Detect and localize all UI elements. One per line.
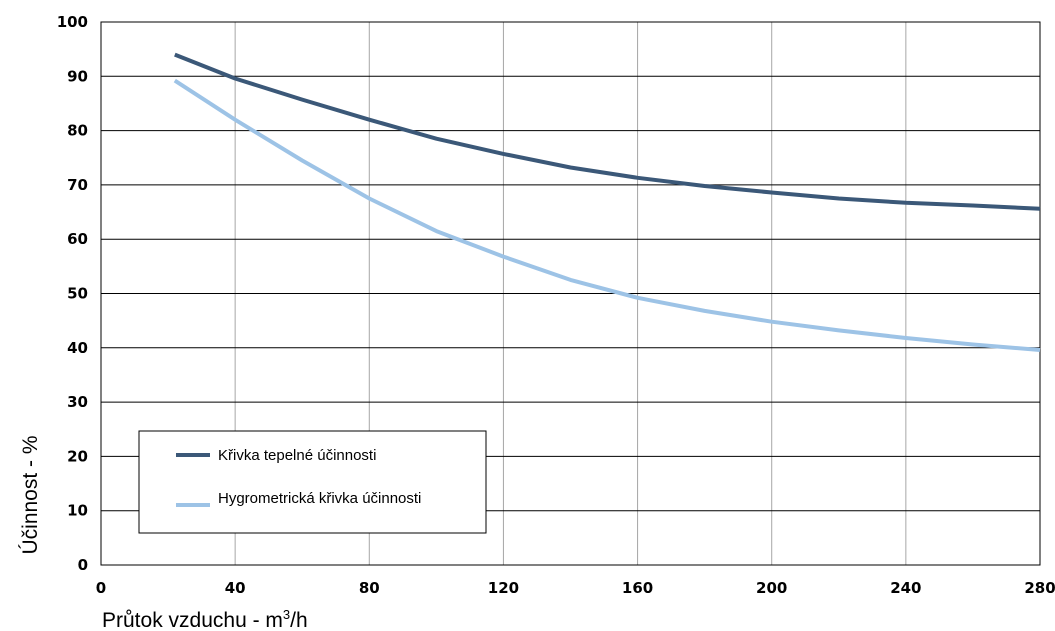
x-axis-tick-labels: 0 40 80 120 160 200 240 280 [96, 579, 1055, 597]
y-tick-label: 40 [67, 339, 88, 357]
x-tick-label: 120 [488, 579, 519, 597]
legend-label-thermal: Křivka tepelné účinnosti [218, 447, 376, 464]
plot-area-border [100, 21, 1041, 566]
y-tick-label: 100 [57, 13, 88, 31]
y-tick-label: 80 [67, 122, 88, 140]
x-tick-label: 240 [890, 579, 921, 597]
x-tick-label: 0 [96, 579, 106, 597]
x-axis-title-superscript: 3 [283, 607, 290, 622]
x-axis-title-main: Průtok vzduchu - m [102, 609, 283, 631]
series-lines [173, 52, 1041, 352]
y-tick-label: 30 [67, 393, 88, 411]
legend-label-hygrometric: Hygrometrická křivka účinnosti [218, 490, 421, 507]
series-line-hygrometric [173, 78, 1041, 352]
x-tick-label: 80 [359, 579, 380, 597]
x-tick-label: 40 [225, 579, 246, 597]
x-axis-title: Průtok vzduchu - m3/h [102, 607, 308, 631]
legend: Křivka tepelné účinnosti Hygrometrická k… [138, 430, 487, 534]
y-tick-label: 50 [67, 285, 88, 303]
y-tick-label: 0 [78, 556, 88, 574]
x-tick-label: 200 [756, 579, 787, 597]
x-axis-title-tail: /h [290, 609, 308, 631]
y-tick-label: 90 [67, 67, 88, 85]
y-axis-title: Účinnost - % [19, 435, 42, 554]
y-tick-label: 10 [67, 502, 88, 520]
x-tick-label: 280 [1024, 579, 1055, 597]
series-line-thermal [174, 52, 1041, 211]
y-tick-label: 70 [67, 176, 88, 194]
horizontal-gridlines [101, 75, 1040, 512]
y-tick-label: 20 [67, 447, 88, 465]
legend-box [138, 430, 487, 534]
y-axis-tick-labels: 0 10 20 30 40 50 60 70 80 90 100 [57, 13, 88, 574]
x-tick-label: 160 [622, 579, 653, 597]
y-tick-label: 60 [67, 230, 88, 248]
